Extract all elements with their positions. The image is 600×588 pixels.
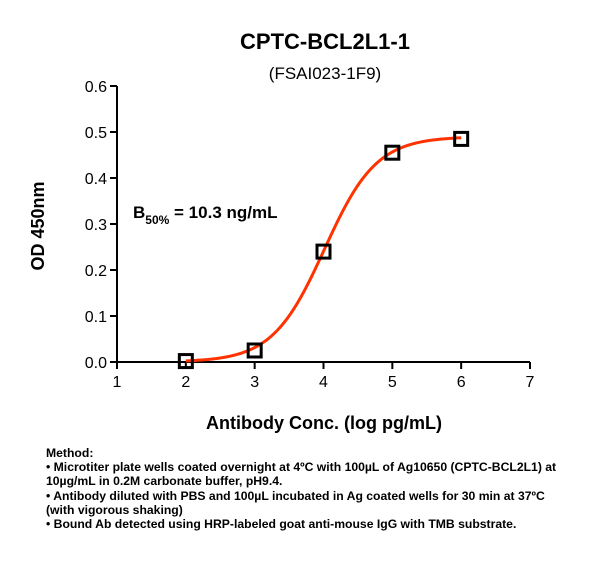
x-tick-label: 6 bbox=[457, 374, 466, 391]
x-tick-label: 4 bbox=[319, 374, 328, 391]
data-points bbox=[177, 130, 470, 370]
axes bbox=[116, 86, 530, 363]
y-tick-label: 0.2 bbox=[85, 263, 107, 280]
b50-annotation: B50% = 10.3 ng/mL bbox=[133, 203, 278, 227]
y-axis-label: OD 450nm bbox=[28, 181, 48, 270]
data-point bbox=[246, 342, 263, 359]
x-axis-label: Antibody Conc. (log pg/mL) bbox=[206, 413, 442, 433]
y-tick-label: 0.3 bbox=[85, 217, 107, 234]
x-tick-label: 7 bbox=[526, 374, 535, 391]
data-point bbox=[384, 144, 401, 161]
b50-subscript: 50% bbox=[145, 213, 169, 227]
method-bullet-2: • Antibody diluted with PBS and 100µL in… bbox=[46, 488, 545, 517]
data-point bbox=[453, 130, 470, 147]
y-tick-label: 0.5 bbox=[85, 125, 107, 142]
x-tick-label: 2 bbox=[181, 374, 190, 391]
data-point bbox=[315, 243, 332, 260]
method-notes: Method: • Microtiter plate wells coated … bbox=[46, 446, 566, 531]
y-tick-label: 0.0 bbox=[85, 355, 107, 372]
method-heading: Method: bbox=[46, 446, 94, 460]
chart-title: CPTC-BCL2L1-1 bbox=[240, 29, 410, 54]
x-tick-label: 3 bbox=[250, 374, 259, 391]
data-point bbox=[177, 353, 194, 370]
b50-prefix: B bbox=[133, 203, 145, 222]
x-tick-label: 1 bbox=[113, 374, 122, 391]
x-ticks: 1 2 3 4 5 6 7 bbox=[113, 362, 535, 391]
b50-value: = 10.3 ng/mL bbox=[169, 203, 277, 222]
y-tick-label: 0.6 bbox=[85, 79, 107, 96]
method-bullet-1: • Microtiter plate wells coated overnigh… bbox=[46, 460, 557, 489]
dose-response-chart: CPTC-BCL2L1-1 (FSAI023-1F9) 0.0 0.1 0.2 0.3… bbox=[28, 29, 535, 433]
y-tick-label: 0.4 bbox=[85, 171, 107, 188]
method-bullet-3: • Bound Ab detected using HRP-labeled go… bbox=[46, 517, 517, 532]
y-ticks: 0.0 0.1 0.2 0.3 0.4 0.5 0.6 bbox=[85, 79, 117, 372]
x-tick-label: 5 bbox=[388, 374, 397, 391]
chart-subtitle: (FSAI023-1F9) bbox=[269, 64, 381, 83]
fit-curve bbox=[185, 136, 462, 363]
y-tick-label: 0.1 bbox=[85, 309, 107, 326]
